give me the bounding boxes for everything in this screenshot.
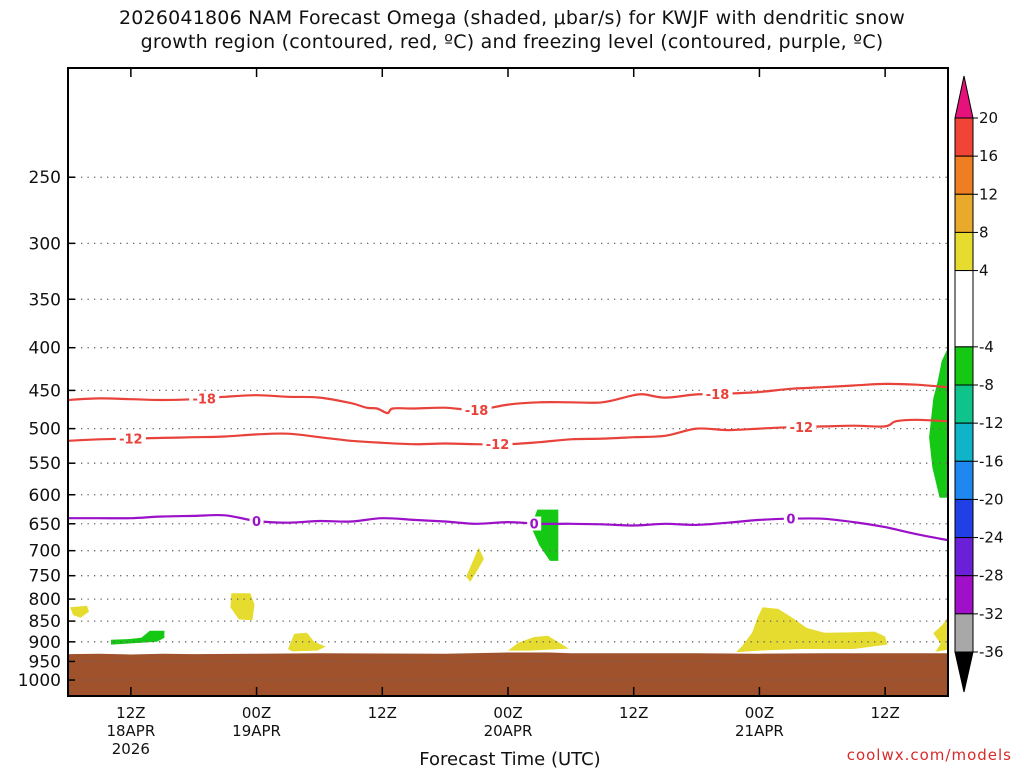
colorbar-bin-8 xyxy=(954,422,974,462)
colorbar-bin-5 xyxy=(954,270,974,348)
x-tick-year-0: 2026 xyxy=(112,740,150,758)
colorbar: 20 16 12 8 4 -4 -8 -12 -16 -20 -24 -28 -32 -36 xyxy=(954,75,1004,693)
colorbar-label--24: -24 xyxy=(979,529,1004,547)
colorbar-bin-7 xyxy=(954,384,974,424)
colorbar-label--16: -16 xyxy=(979,452,1004,470)
colorbar-bin-9 xyxy=(954,460,974,500)
x-tick-label-5: 00Z xyxy=(745,704,774,722)
axes-layer: 2503003504004505005506006507007508008509… xyxy=(18,67,949,758)
y-tick-label-500: 500 xyxy=(29,420,61,440)
y-tick-label-900: 900 xyxy=(29,633,61,653)
yellow-blob-5 xyxy=(508,635,569,651)
colorbar-bin-3 xyxy=(954,193,974,233)
x-axis-label: Forecast Time (UTC) xyxy=(419,749,600,768)
colorbar-label--4: -4 xyxy=(979,338,994,356)
chart-title: 2026041806 NAM Forecast Omega (shaded, μ… xyxy=(0,6,1024,54)
y-tick-label-400: 400 xyxy=(29,339,61,359)
y-tick-label-650: 650 xyxy=(29,515,61,535)
colorbar-label--8: -8 xyxy=(979,376,994,394)
yellow-blob-6 xyxy=(736,607,888,653)
freezing-level-label-0: 0 xyxy=(252,515,261,530)
colorbar-bin-top xyxy=(954,75,974,119)
credit-text: coolwx.com/models xyxy=(846,746,1012,764)
y-tick-label-750: 750 xyxy=(29,567,61,587)
colorbar-label-12: 12 xyxy=(979,185,998,203)
x-tick-label-6: 12Z xyxy=(870,704,899,722)
y-tick-label-600: 600 xyxy=(29,486,61,506)
freezing-level-label-1: 0 xyxy=(530,518,539,533)
contour-layer: -18 -18 -18 -12 -12 -12 0 0 0 xyxy=(67,382,949,542)
y-tick-label-350: 350 xyxy=(29,290,61,310)
chart-title-line-1: 2026041806 NAM Forecast Omega (shaded, μ… xyxy=(118,7,906,29)
yellow-blob-7 xyxy=(933,616,948,652)
y-tick-label-950: 950 xyxy=(29,652,61,672)
colorbar-label--20: -20 xyxy=(979,490,1004,508)
y-tick-label-450: 450 xyxy=(29,381,61,401)
colorbar-bin-1 xyxy=(954,117,974,157)
freezing-level-label-2: 0 xyxy=(786,513,795,528)
colorbar-bin-2 xyxy=(954,155,974,195)
x-tick-date-1: 19APR xyxy=(232,722,281,740)
freezing-level-label-bg-1 xyxy=(527,516,542,531)
x-tick-label-2: 12Z xyxy=(368,704,397,722)
dgz-minus-12-label-0: -12 xyxy=(119,433,143,448)
dgz-minus-18-label-0: -18 xyxy=(192,392,216,407)
freezing-level-line xyxy=(67,513,949,542)
y-tick-label-800: 800 xyxy=(29,590,61,610)
dgz-minus-12-label-bg-2 xyxy=(786,419,817,434)
dgz-minus-12-label-1: -12 xyxy=(486,438,510,453)
terrain-layer xyxy=(68,652,948,696)
x-tick-date-5: 21APR xyxy=(735,722,784,740)
y-tick-label-250: 250 xyxy=(29,168,61,188)
dgz-minus-12-line xyxy=(67,418,949,446)
x-tick-label-3: 00Z xyxy=(493,704,522,722)
yellow-blob-1 xyxy=(70,605,89,618)
ground-terrain xyxy=(68,652,948,696)
colorbar-label-16: 16 xyxy=(979,147,998,165)
x-tick-label-1: 00Z xyxy=(242,704,271,722)
dgz-minus-18-label-2: -18 xyxy=(706,388,730,403)
colorbar-label-20: 20 xyxy=(979,109,998,127)
colorbar-label-8: 8 xyxy=(979,223,989,241)
y-tick-label-850: 850 xyxy=(29,612,61,632)
y-tick-label-700: 700 xyxy=(29,542,61,562)
omega-shading-layer xyxy=(70,347,948,653)
colorbar-bin-13 xyxy=(954,613,974,653)
freezing-level-label-bg-0 xyxy=(249,513,264,528)
dgz-minus-18-label-bg-1 xyxy=(461,403,492,418)
dgz-minus-18-label-bg-0 xyxy=(189,391,220,406)
dgz-minus-12-label-bg-0 xyxy=(115,431,146,446)
y-tick-label-1000: 1000 xyxy=(18,671,61,691)
green-blob-1 xyxy=(111,630,165,645)
x-tick-date-0: 18APR xyxy=(106,722,155,740)
colorbar-label--12: -12 xyxy=(979,414,1004,432)
x-tick-label-4: 12Z xyxy=(619,704,648,722)
dgz-minus-18-label-1: -18 xyxy=(465,404,489,419)
colorbar-bin-6 xyxy=(954,346,974,386)
dgz-minus-12-label-bg-1 xyxy=(482,437,513,452)
y-tick-label-300: 300 xyxy=(29,234,61,254)
colorbar-bin-12 xyxy=(954,575,974,615)
yellow-blob-2 xyxy=(230,593,255,621)
x-tick-date-3: 20APR xyxy=(484,722,533,740)
colorbar-label--32: -32 xyxy=(979,605,1004,623)
yellow-blob-3 xyxy=(288,632,326,652)
freezing-level-label-bg-2 xyxy=(783,511,798,526)
dgz-minus-12-label-2: -12 xyxy=(790,421,814,436)
y-tick-label-550: 550 xyxy=(29,454,61,474)
dgz-minus-18-label-bg-2 xyxy=(702,386,733,401)
colorbar-bin-11 xyxy=(954,537,974,577)
x-tick-label-0: 12Z xyxy=(116,704,145,722)
plot-frame xyxy=(67,67,949,697)
colorbar-bin-4 xyxy=(954,231,974,272)
colorbar-bin-bottom xyxy=(954,651,974,693)
green-blob-3 xyxy=(929,347,948,498)
colorbar-label--36: -36 xyxy=(979,643,1004,661)
colorbar-label--28: -28 xyxy=(979,567,1004,585)
yellow-blob-4 xyxy=(466,547,484,582)
colorbar-bin-10 xyxy=(954,498,974,539)
colorbar-label-4: 4 xyxy=(979,262,989,280)
chart-title-line-2: growth region (contoured, red, ºC) and f… xyxy=(140,31,884,53)
